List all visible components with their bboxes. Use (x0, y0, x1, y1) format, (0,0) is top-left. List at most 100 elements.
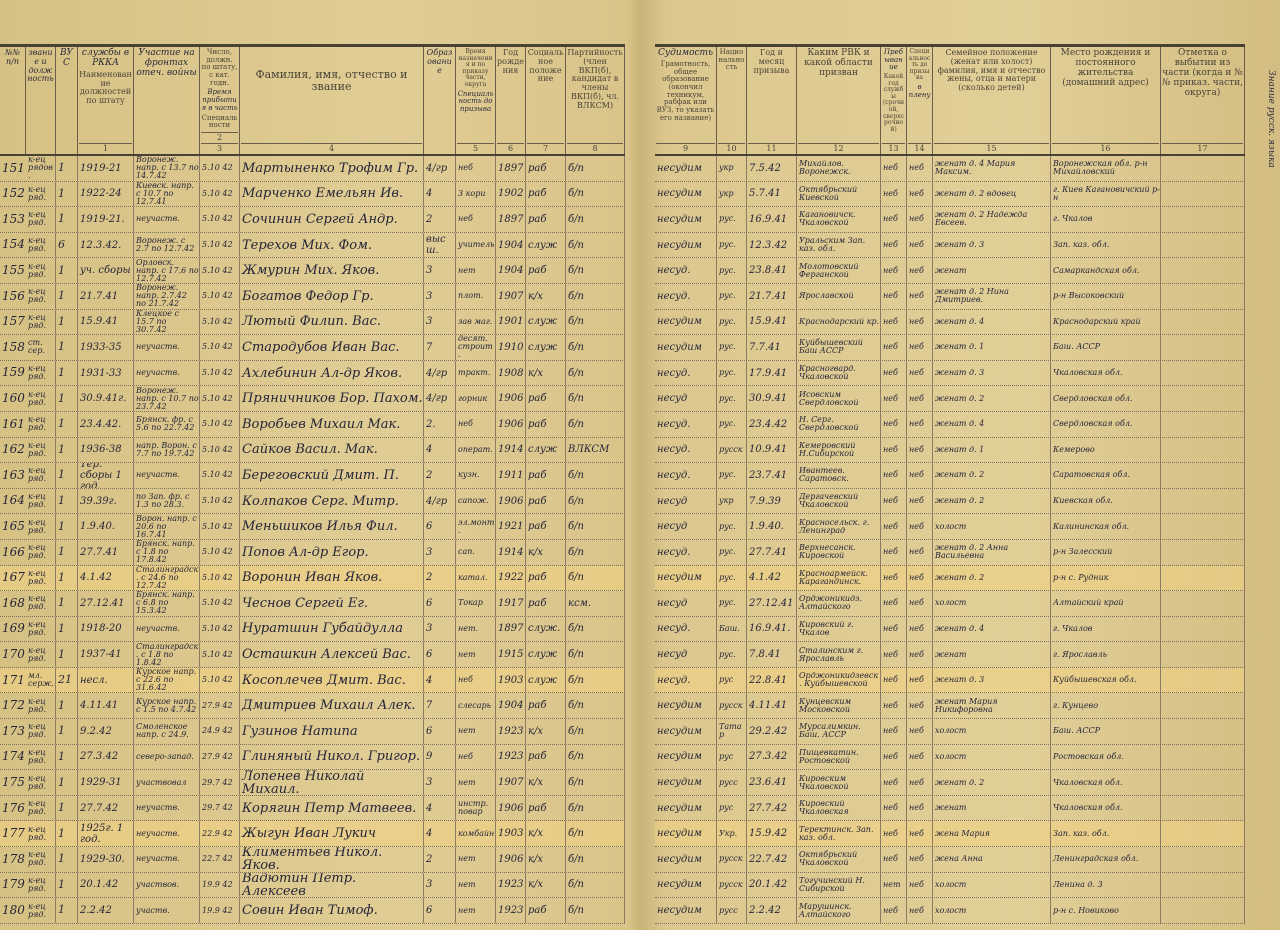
cell-soc: раб (526, 795, 566, 821)
cell-svc: 15.9.41 (78, 309, 134, 335)
cell-yr: 1923 (496, 719, 526, 744)
cell-soc: к/х (526, 872, 566, 898)
cell-call: 23.4.42 (747, 411, 797, 437)
cell-n: 151 (2, 160, 25, 175)
cell-rank: ст. сер. (26, 335, 56, 360)
table-row: несуд. рус. 23.4.42 Н. Серг. Свердловской не… (655, 411, 1245, 438)
cell-party: б/п (566, 744, 625, 770)
cell-spec: сап. (456, 539, 496, 565)
cell-addr: Чкаловская обл. (1051, 770, 1161, 795)
cell-vus: 1 (56, 181, 78, 207)
cell-party: б/п (566, 898, 625, 923)
cell-crim: несудим (655, 795, 717, 821)
cell-rank: к-ец ряд. (26, 386, 56, 411)
cell-n: 155 (2, 263, 25, 278)
cell-svc: 1925г. 1 год. (78, 821, 134, 847)
cell-party: б/п (566, 411, 625, 437)
cell-name: Корягин Петр Матвеев. (240, 795, 424, 821)
cell-arr: 5.10 42 (200, 463, 240, 488)
cell-n: 163 (2, 467, 25, 482)
cell-call: 21.7.41 (747, 283, 797, 309)
cell-spec: неб (456, 411, 496, 437)
cell-y13: неб (881, 335, 907, 360)
table-row: 154 к-ец ряд. 6 12.3.42. Воронеж. с 2.7 по 1… (0, 232, 625, 259)
cell-pow: неб (907, 156, 933, 181)
cell-svc: 20.1.42 (78, 872, 134, 898)
cell-vus: 1 (56, 872, 78, 898)
cell-y13: неб (881, 207, 907, 232)
cell-spec: неб (456, 667, 496, 693)
header-col1b: Участие на фронтах отеч. войны (134, 47, 200, 154)
cell-vus: 1 (56, 821, 78, 847)
cell-vus: 1 (56, 335, 78, 360)
cell-name: Косоплечев Дмит. Вас. (240, 667, 424, 693)
cell-call: 7.7.41 (747, 335, 797, 360)
cell-nat: рус. (717, 386, 747, 411)
cell-party: б/п (566, 309, 625, 335)
cell-y13: неб (881, 283, 907, 309)
cell-fam: женат д. 3 (933, 232, 1051, 258)
cell-spec: нет (456, 770, 496, 795)
cell-nat: рус (717, 795, 747, 821)
cell-vus: 1 (56, 463, 78, 488)
cell-crim: несудим (655, 872, 717, 898)
cell-name: Жмурин Мих. Яков. (240, 258, 424, 283)
cell-edu: 4/гр (424, 488, 456, 514)
cell-edu: 3 (424, 283, 456, 309)
cell-soc: служ (526, 232, 566, 258)
cell-rvk: Уральским Зап. каз. обл. (797, 232, 881, 258)
cell-arr: 29.7 42 (200, 770, 240, 795)
cell-svc: несл. (78, 667, 134, 693)
cell-edu: 3 (424, 770, 456, 795)
cell-svc: 30.9.41г. (78, 386, 134, 411)
cell-y13: неб (881, 437, 907, 463)
cell-fam: женат Мария Никифоровна (933, 693, 1051, 719)
cell-soc: раб (526, 207, 566, 232)
table-row: несудим русск 22.7.42 Октябрьский Чкаловско… (655, 847, 1245, 873)
cell-nat: укр (717, 488, 747, 514)
cell-party: б/п (566, 232, 625, 258)
cell-name: Осташкин Алексей Вас. (240, 642, 424, 667)
cell-fam: женат д. 4 (933, 616, 1051, 642)
header-social: Социальное положение 7 (526, 47, 566, 154)
table-row: несудим рус. 4.1.42 Красноармейск. Караганд… (655, 565, 1245, 592)
cell-yr: 1907 (496, 770, 526, 795)
cell-yr: 1897 (496, 207, 526, 232)
cell-dep (1161, 156, 1245, 181)
cell-party: б/п (566, 719, 625, 744)
cell-rvk: Михайлов. Воронежск. (797, 156, 881, 181)
cell-crim: несуд. (655, 667, 717, 693)
cell-addr: Свердловская обл. (1051, 386, 1161, 411)
cell-call: 27.3.42 (747, 744, 797, 770)
cell-nat: рус. (717, 283, 747, 309)
cell-nat: рус. (717, 258, 747, 283)
cell-edu: 7 (424, 693, 456, 719)
table-row: 178 к-ец ряд. 1 1929-30. неучаств. 22.7 42 Кли… (0, 847, 625, 873)
cell-svc: 12.3.42. (78, 232, 134, 258)
cell-rvk: Пищевкатин. Ростовской (797, 744, 881, 770)
table-row: несудим рус 27.7.42 Кировский Чкаловская неб… (655, 795, 1245, 822)
cell-arr: 5.10 42 (200, 667, 240, 693)
cell-vus: 1 (56, 616, 78, 642)
header-departure: Отметка о выбытии из части (когда и №№ п… (1161, 47, 1245, 154)
cell-dep (1161, 232, 1245, 258)
cell-arr: 24.9 42 (200, 719, 240, 744)
cell-front: Сталинградск. с 24.6 по 12.7.42 (136, 565, 200, 591)
right-table-body: несудим укр 7.5.42 Михайлов. Воронежск. неб н… (655, 156, 1245, 924)
cell-n: 157 (2, 314, 25, 329)
cell-rvk: Мурсалимкин. Баш. АССР (797, 719, 881, 744)
cell-arr: 5.10 42 (200, 642, 240, 667)
cell-edu: 3 (424, 539, 456, 565)
cell-rank: к-ец ряд. (26, 770, 56, 795)
cell-pow: неб (907, 232, 933, 258)
cell-n: 167 (2, 570, 25, 585)
header-education: Образование (424, 47, 456, 154)
cell-svc: Тер. сборы 1 год. (78, 463, 134, 488)
cell-y13: неб (881, 411, 907, 437)
cell-fam: женат д. 4 Мария Максим. (933, 156, 1051, 181)
cell-soc: раб (526, 411, 566, 437)
cell-spec: плот. (456, 283, 496, 309)
cell-n: 169 (2, 621, 25, 636)
cell-addr: Баш. АССР (1051, 719, 1161, 744)
header-col1: службы в РККА Наименование должностей по … (78, 47, 134, 154)
